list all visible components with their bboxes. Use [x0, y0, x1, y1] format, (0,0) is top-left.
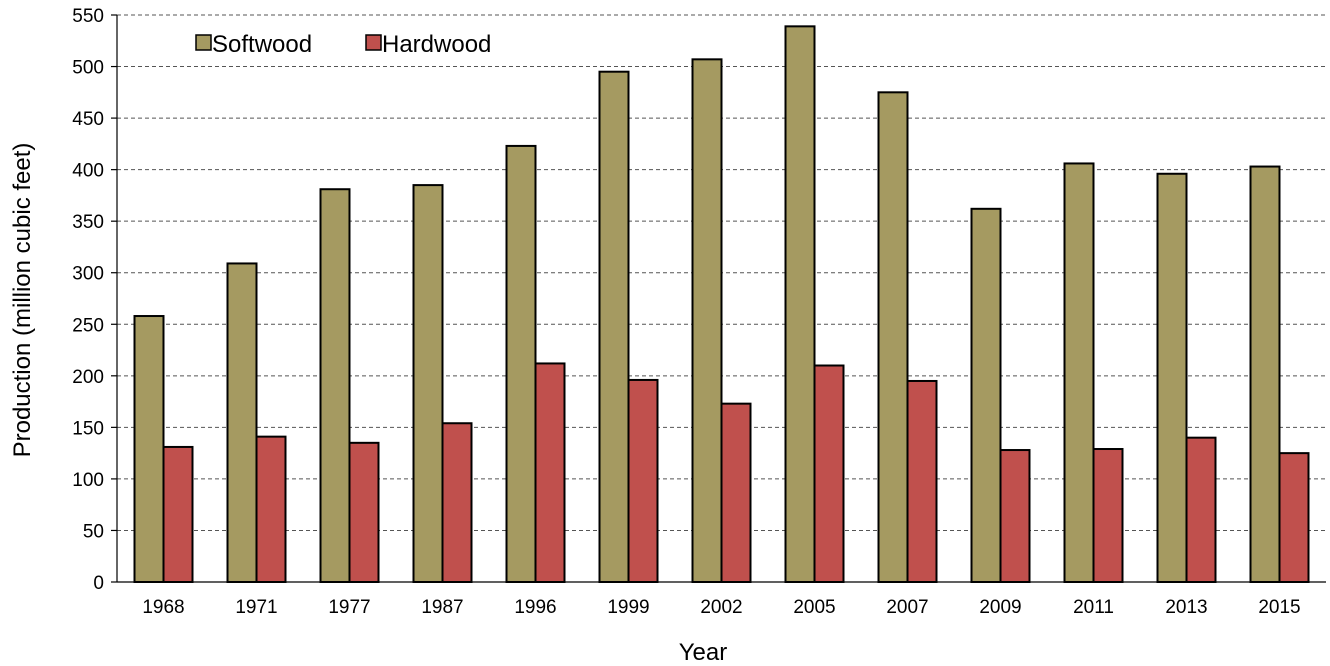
x-axis-title: Year: [679, 639, 728, 666]
legend-swatch-softwood: [195, 34, 212, 51]
bar-softwood-2013: [1156, 172, 1188, 583]
bar-softwood-1996: [505, 144, 537, 584]
x-tick-label: 1996: [514, 597, 556, 618]
bar-softwood-1999: [598, 70, 630, 583]
y-tick-label: 450: [72, 109, 104, 130]
y-tick-label: 50: [83, 521, 104, 542]
y-axis-title: Production (million cubic feet): [9, 143, 36, 458]
bar-softwood-2002: [691, 58, 723, 583]
y-tick-label: 200: [72, 367, 104, 388]
y-tick-label: 150: [72, 418, 104, 439]
bar-softwood-1968: [133, 315, 165, 583]
legend-item-hardwood: Hardwood: [365, 31, 491, 58]
bar-softwood-1971: [226, 262, 258, 583]
bar-hardwood-2007: [906, 379, 938, 583]
bar-softwood-1977: [319, 188, 351, 583]
y-tick-label: 550: [72, 6, 104, 27]
bar-softwood-2007: [877, 91, 909, 584]
bar-softwood-2005: [784, 25, 816, 583]
bar-hardwood-2013: [1185, 436, 1217, 583]
x-tick-label: 2011: [1073, 597, 1114, 618]
bar-hardwood-2009: [999, 449, 1031, 583]
x-tick-label: 2005: [793, 597, 835, 618]
x-tick-label: 1987: [421, 597, 463, 618]
legend-item-softwood: Softwood: [195, 31, 312, 58]
bar-hardwood-1968: [162, 445, 194, 583]
x-tick-label: 2013: [1165, 597, 1207, 618]
bar-softwood-2009: [970, 207, 1002, 583]
legend-label-hardwood: Hardwood: [382, 31, 491, 58]
y-tick-label: 500: [72, 58, 104, 79]
bar-hardwood-1999: [627, 378, 659, 583]
bar-hardwood-1996: [534, 362, 566, 583]
x-tick-label: 2015: [1258, 597, 1300, 618]
legend: Softwood Hardwood: [195, 31, 491, 58]
x-tick-label: 2002: [700, 597, 742, 618]
x-tick-labels: 1968 1971 1977 1987 1996 1999 2002 2005 2007 2009…: [142, 597, 1300, 618]
bars: [133, 25, 1310, 584]
bar-softwood-2011: [1063, 162, 1095, 584]
x-tick-label: 2009: [979, 597, 1021, 618]
legend-label-softwood: Softwood: [212, 31, 312, 58]
bar-softwood-2015: [1249, 165, 1281, 583]
legend-swatch-hardwood: [365, 34, 382, 51]
bar-hardwood-2002: [720, 402, 752, 584]
bar-hardwood-2005: [813, 364, 845, 583]
y-tick-label: 250: [72, 315, 104, 336]
y-tick-label: 350: [72, 212, 104, 233]
bar-softwood-1987: [412, 184, 444, 583]
bar-hardwood-1987: [441, 422, 473, 583]
x-tick-label: 1999: [607, 597, 649, 618]
bar-hardwood-2011: [1092, 448, 1124, 583]
x-tick-label: 1971: [235, 597, 277, 618]
x-tick-label: 1968: [142, 597, 184, 618]
bar-hardwood-1971: [255, 435, 287, 583]
bar-hardwood-2015: [1278, 452, 1310, 583]
bar-hardwood-1977: [348, 441, 380, 583]
y-tick-label: 400: [72, 161, 104, 182]
y-tick-label: 100: [72, 470, 104, 491]
x-tick-label: 2007: [886, 597, 928, 618]
axes: [111, 14, 1326, 583]
y-tick-label: 300: [72, 264, 104, 285]
y-tick-labels: 0 50 100 150 200 250 300 350 400 450 500 550: [72, 6, 104, 594]
x-tick-label: 1977: [328, 597, 370, 618]
y-tick-label: 0: [93, 573, 104, 594]
